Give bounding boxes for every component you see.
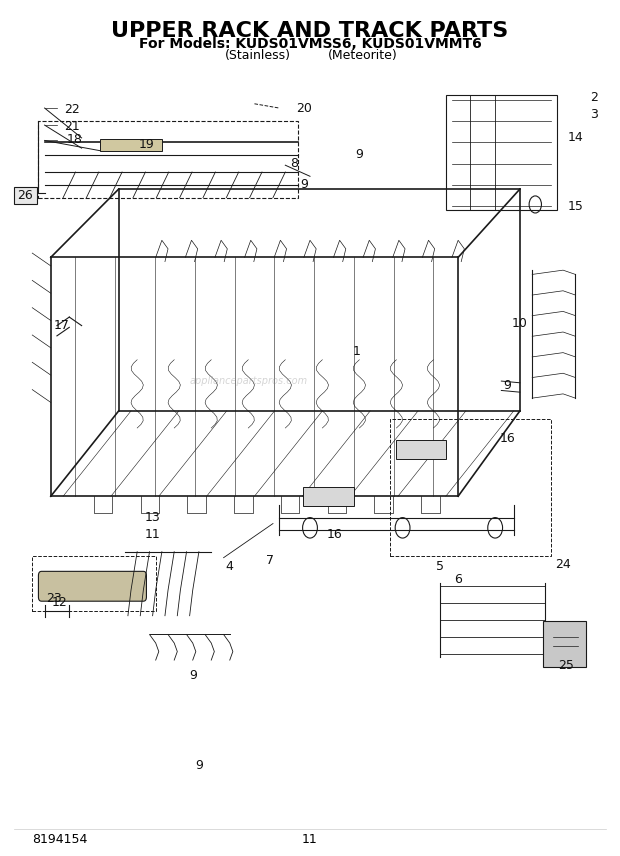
Text: 16: 16 xyxy=(327,528,343,541)
Text: 16: 16 xyxy=(500,431,515,445)
Text: 10: 10 xyxy=(512,318,528,330)
FancyBboxPatch shape xyxy=(100,139,162,151)
FancyBboxPatch shape xyxy=(14,187,37,205)
Text: For Models: KUDS01VMSS6, KUDS01VMMT6: For Models: KUDS01VMSS6, KUDS01VMMT6 xyxy=(139,37,481,51)
Text: 11: 11 xyxy=(302,833,318,846)
FancyBboxPatch shape xyxy=(303,487,354,506)
Text: 9: 9 xyxy=(189,669,197,682)
Text: 19: 19 xyxy=(138,138,154,152)
Text: 7: 7 xyxy=(266,554,274,567)
Text: 2: 2 xyxy=(590,92,598,104)
Text: 8: 8 xyxy=(291,157,299,170)
Text: 9: 9 xyxy=(300,178,308,192)
Text: appliancepartspros.com: appliancepartspros.com xyxy=(189,376,308,386)
FancyBboxPatch shape xyxy=(396,440,446,459)
Text: (Meteorite): (Meteorite) xyxy=(327,49,397,62)
Text: (Stainless): (Stainless) xyxy=(224,49,291,62)
Text: UPPER RACK AND TRACK PARTS: UPPER RACK AND TRACK PARTS xyxy=(112,21,508,41)
Text: 13: 13 xyxy=(144,511,161,524)
Text: 21: 21 xyxy=(64,121,80,134)
Text: 4: 4 xyxy=(226,560,234,573)
Text: 25: 25 xyxy=(558,659,574,672)
Text: 26: 26 xyxy=(17,189,33,202)
Text: 9: 9 xyxy=(503,379,512,392)
Text: 3: 3 xyxy=(590,108,598,121)
Text: 20: 20 xyxy=(296,102,312,115)
Text: 5: 5 xyxy=(436,560,444,573)
Text: 6: 6 xyxy=(454,574,462,586)
Text: 23: 23 xyxy=(46,592,62,605)
Text: 11: 11 xyxy=(144,528,161,541)
Text: 9: 9 xyxy=(355,148,363,162)
Text: 12: 12 xyxy=(52,597,68,609)
Text: 24: 24 xyxy=(555,558,571,571)
Text: 17: 17 xyxy=(54,319,70,332)
Text: 14: 14 xyxy=(567,132,583,145)
Text: 15: 15 xyxy=(567,199,583,212)
Text: 18: 18 xyxy=(66,134,82,146)
Text: 1: 1 xyxy=(352,345,360,358)
Text: 9: 9 xyxy=(195,758,203,771)
FancyBboxPatch shape xyxy=(543,621,586,667)
Text: 22: 22 xyxy=(64,104,80,116)
FancyBboxPatch shape xyxy=(38,571,146,601)
Text: 8194154: 8194154 xyxy=(32,833,87,846)
